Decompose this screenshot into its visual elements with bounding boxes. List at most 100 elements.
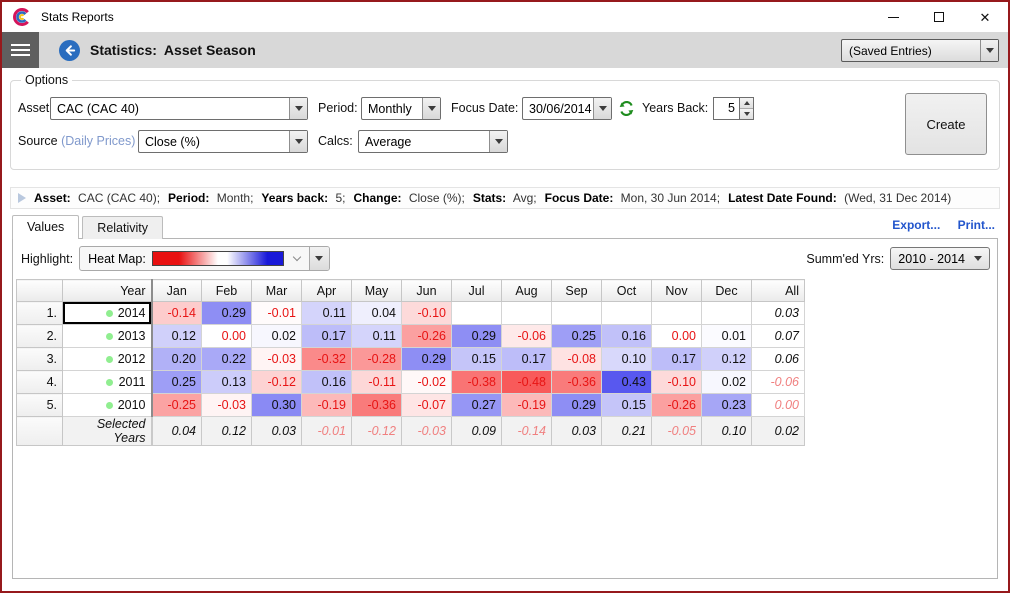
menu-button[interactable] [2,32,39,68]
saved-entries-dropdown[interactable]: (Saved Entries) [841,39,999,62]
value-cell[interactable]: 0.02 [251,324,302,348]
value-cell[interactable]: 0.25 [150,370,202,394]
value-cell[interactable]: -0.48 [501,370,552,394]
value-cell[interactable]: 0.02 [701,370,752,394]
heatmap-dropdown[interactable]: Heat Map: [79,246,330,271]
value-cell[interactable]: 0.17 [301,324,352,348]
value-cell[interactable]: 0.29 [201,301,252,325]
value-cell[interactable]: -0.02 [401,370,452,394]
value-cell[interactable]: -0.36 [551,370,602,394]
value-cell[interactable]: 0.04 [351,301,402,325]
all-cell[interactable]: 0.06 [751,347,805,371]
value-cell[interactable]: 0.30 [251,393,302,417]
value-cell[interactable] [651,301,702,325]
all-cell[interactable]: -0.06 [751,370,805,394]
value-cell[interactable]: -0.06 [501,324,552,348]
page-title-value: Asset Season [163,42,256,58]
value-cell[interactable]: -0.11 [351,370,402,394]
value-cell[interactable]: -0.28 [351,347,402,371]
value-cell[interactable] [451,301,502,325]
value-cell[interactable]: 0.43 [601,370,652,394]
dropdown-button[interactable] [980,40,998,61]
value-cell[interactable]: 0.17 [501,347,552,371]
value-cell[interactable]: 0.12 [701,347,752,371]
year-cell[interactable]: 2013 [62,324,152,348]
value-cell[interactable] [601,301,652,325]
export-link[interactable]: Export... [892,218,941,232]
chevron-down-icon [494,139,503,144]
value-cell[interactable]: 0.10 [601,347,652,371]
value-cell[interactable] [551,301,602,325]
value-cell[interactable]: -0.07 [401,393,452,417]
value-cell[interactable]: 0.16 [601,324,652,348]
value-cell[interactable]: -0.12 [251,370,302,394]
value-cell[interactable]: 0.20 [150,347,202,371]
value-cell[interactable]: 0.11 [301,301,352,325]
value-cell[interactable]: 0.22 [201,347,252,371]
all-cell[interactable]: 0.07 [751,324,805,348]
value-cell[interactable]: -0.19 [501,393,552,417]
value-cell[interactable]: 0.29 [451,324,502,348]
minimize-button[interactable] [870,2,916,32]
value-cell[interactable]: 0.01 [701,324,752,348]
period-dropdown[interactable]: Monthly [361,97,441,120]
all-cell[interactable]: 0.03 [751,301,805,325]
value-cell[interactable]: -0.03 [201,393,252,417]
value-cell[interactable]: 0.00 [201,324,252,348]
maximize-button[interactable] [916,2,962,32]
value-cell[interactable]: -0.25 [150,393,202,417]
value-cell[interactable]: -0.26 [401,324,452,348]
all-cell[interactable]: 0.00 [751,393,805,417]
value-cell[interactable]: 0.00 [651,324,702,348]
value-cell[interactable]: 0.11 [351,324,402,348]
tab-relativity[interactable]: Relativity [82,216,164,239]
value-cell[interactable]: 0.23 [701,393,752,417]
refresh-icon[interactable] [618,100,635,117]
asset-dropdown[interactable]: CAC (CAC 40) [50,97,308,120]
value-cell[interactable]: 0.27 [451,393,502,417]
stepper-up-button[interactable] [740,98,753,109]
value-cell[interactable]: -0.19 [301,393,352,417]
print-link[interactable]: Print... [957,218,995,232]
value-cell[interactable]: 0.12 [150,324,202,348]
close-button[interactable]: ✕ [962,2,1008,32]
stepper-down-button[interactable] [740,109,753,119]
value-cell[interactable]: -0.32 [301,347,352,371]
value-cell[interactable]: 0.17 [651,347,702,371]
year-cell[interactable]: 2011 [62,370,152,394]
focus-date-input[interactable]: 30/06/2014 [522,97,612,120]
value-cell[interactable]: -0.01 [251,301,302,325]
value-cell[interactable]: 0.29 [401,347,452,371]
value-cell[interactable]: 0.25 [551,324,602,348]
value-cell[interactable]: 0.29 [551,393,602,417]
summary-segment: Years back: 5; [261,191,346,205]
year-cell[interactable]: 2014 [62,301,152,325]
value-cell[interactable]: -0.10 [401,301,452,325]
source-dropdown[interactable]: Close (%) [138,130,308,153]
value-cell[interactable]: 0.15 [451,347,502,371]
calcs-dropdown[interactable]: Average [358,130,508,153]
value-cell[interactable]: -0.36 [351,393,402,417]
years-back-stepper[interactable]: 5 [713,97,754,120]
value-cell[interactable]: -0.14 [150,301,202,325]
value-cell[interactable] [501,301,552,325]
back-button[interactable] [59,39,80,61]
create-button[interactable]: Create [905,93,987,155]
value-cell[interactable] [701,301,752,325]
dropdown-button[interactable] [308,247,329,270]
summed-years-dropdown[interactable]: 2010 - 2014 [890,247,990,270]
year-cell[interactable]: 2012 [62,347,152,371]
value-cell[interactable]: -0.26 [651,393,702,417]
table-header-all: All [751,279,805,302]
value-cell[interactable]: -0.08 [551,347,602,371]
value-cell[interactable]: 0.16 [301,370,352,394]
value-cell[interactable]: 0.15 [601,393,652,417]
value-cell[interactable]: 0.13 [201,370,252,394]
tab-values[interactable]: Values [12,215,80,239]
selected-years-row: Selected Years 0.04 0.12 0.03 -0.01 -0.12 -0.0… [16,416,805,446]
value-cell[interactable]: -0.10 [651,370,702,394]
value-cell[interactable]: -0.38 [451,370,502,394]
value-cell[interactable]: -0.03 [251,347,302,371]
years-back-value[interactable]: 5 [713,97,740,120]
year-cell[interactable]: 2010 [62,393,152,417]
